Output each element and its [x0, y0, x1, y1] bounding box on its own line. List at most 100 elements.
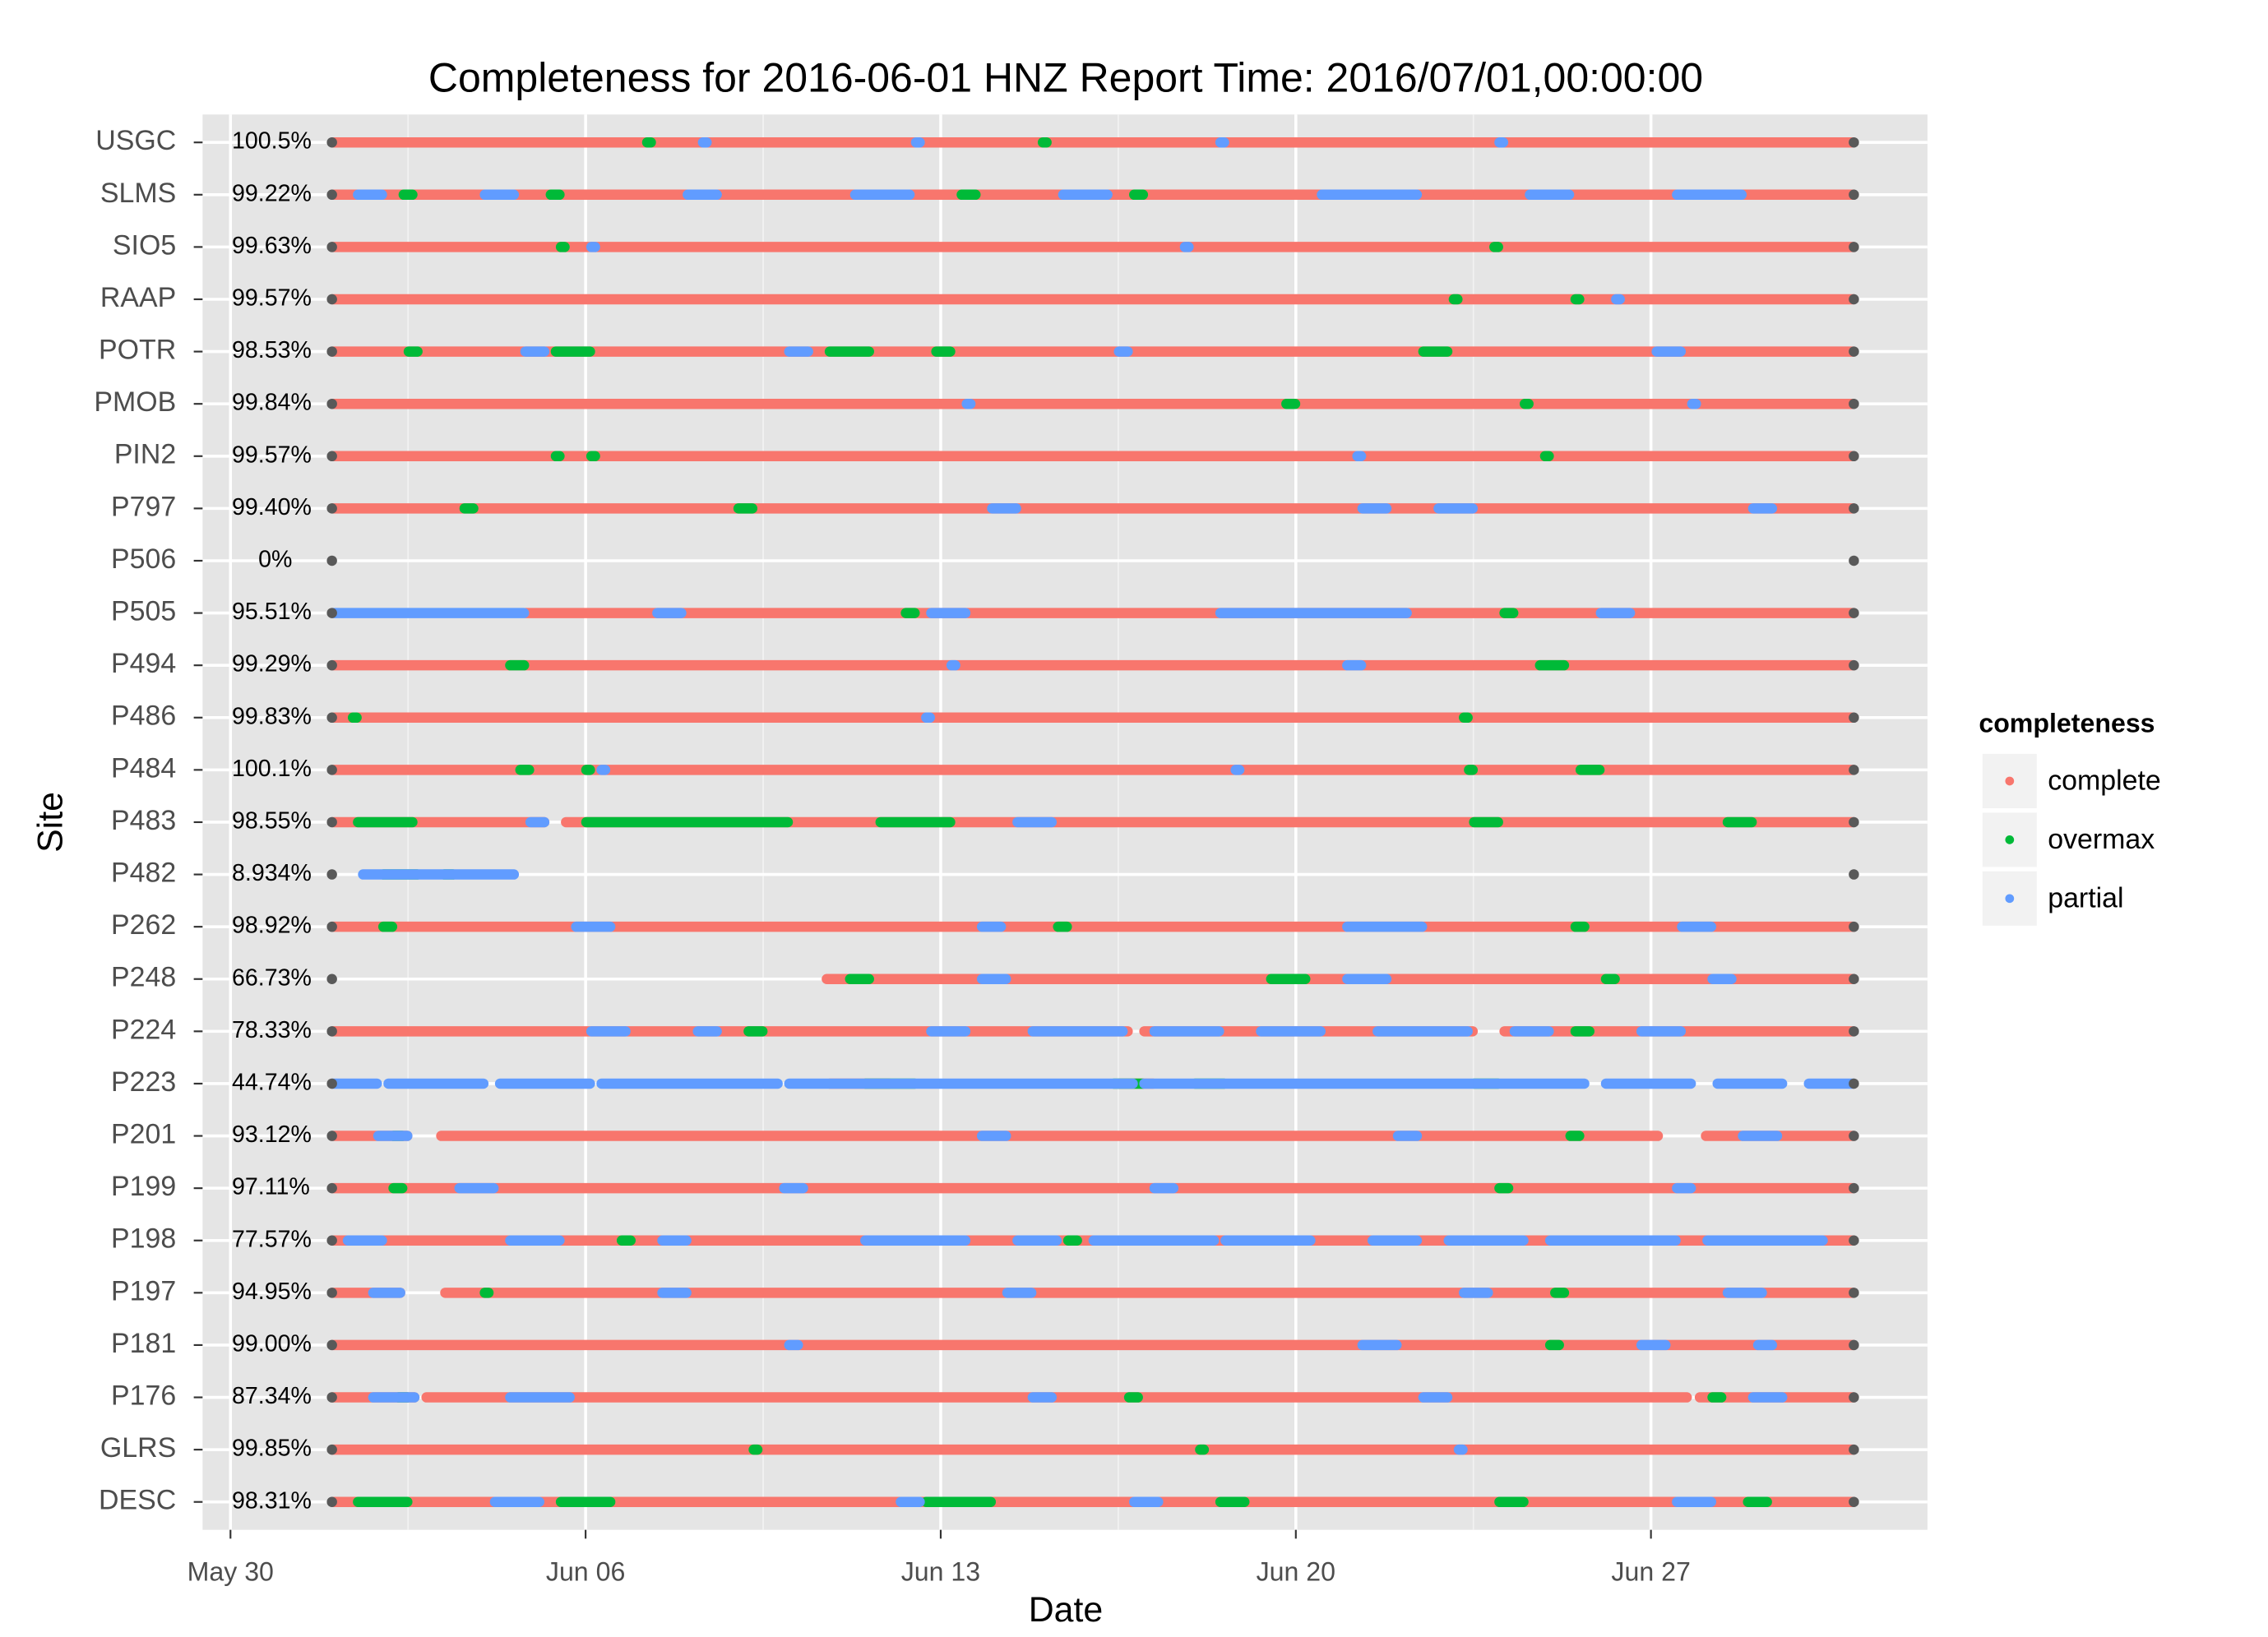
y-tick-label: P506 [111, 543, 176, 575]
legend-swatch [2005, 894, 2015, 904]
segment-partial [657, 1288, 692, 1298]
window-point [326, 398, 337, 409]
labels: May 30 Jun 06 Jun 13 Jun 20 Jun 27 USGC 100.5%… [94, 125, 2160, 1587]
segment-partial [454, 1182, 499, 1194]
segment-partial [784, 1339, 803, 1351]
completeness-label: 44.74% [232, 1069, 312, 1095]
segment-complete [327, 1339, 1858, 1351]
segment-overmax [459, 503, 479, 514]
segment-partial [779, 1182, 808, 1194]
segment-overmax [1544, 1339, 1564, 1351]
window-point [1849, 869, 1859, 880]
segment-complete [327, 921, 1858, 932]
segment-partial [1027, 1026, 1128, 1037]
y-tick-label: P199 [111, 1171, 176, 1202]
segment-overmax [748, 1444, 763, 1455]
segment-partial [1672, 1182, 1696, 1194]
segment-partial [921, 712, 935, 724]
segment-partial [860, 1235, 971, 1246]
y-tick-label: POTR [99, 335, 176, 366]
segment-overmax [1600, 973, 1620, 985]
segment-overmax [403, 346, 423, 357]
segment-complete [327, 451, 1858, 462]
window-point [326, 136, 337, 148]
segment-complete [327, 136, 1858, 148]
segment-overmax [1520, 398, 1534, 409]
window-point [1849, 555, 1859, 566]
segment-overmax [377, 921, 398, 932]
segment-partial [692, 1026, 722, 1037]
y-tick-label: P248 [111, 962, 176, 993]
window-point [1849, 346, 1859, 357]
window-point [326, 346, 337, 357]
segment-overmax [1499, 608, 1519, 618]
completeness-label: 100.5% [232, 128, 312, 155]
segment-partial [525, 816, 550, 828]
window-point [1849, 503, 1859, 514]
y-tick-label: GLRS [100, 1432, 176, 1464]
window-point [326, 973, 337, 985]
segment-partial [1636, 1339, 1671, 1351]
completeness-label: 77.57% [232, 1226, 312, 1252]
x-tick-label: Jun 20 [1257, 1557, 1335, 1587]
completeness-label: 99.83% [232, 703, 312, 729]
segment-partial [1611, 294, 1625, 305]
x-tick-label: Jun 06 [546, 1557, 625, 1587]
legend-label: complete [2048, 765, 2161, 797]
segment-overmax [875, 816, 956, 828]
completeness-label: 99.84% [232, 390, 312, 416]
segment-partial [1712, 1078, 1788, 1089]
completeness-label: 94.95% [232, 1279, 312, 1305]
segment-partial [1707, 973, 1737, 985]
segment-partial [1139, 1078, 1590, 1089]
segment-overmax [921, 1496, 997, 1507]
y-tick-label: PMOB [94, 386, 176, 418]
segment-partial [1215, 608, 1412, 618]
window-point [1849, 921, 1859, 932]
segment-overmax [900, 608, 920, 618]
segment-overmax [586, 451, 600, 462]
completeness-label: 95.51% [232, 599, 312, 625]
segment-overmax [1281, 398, 1301, 409]
segment-overmax [581, 816, 794, 828]
segment-overmax [1570, 294, 1585, 305]
y-tick-label: P198 [111, 1223, 176, 1255]
segment-partial [1672, 189, 1747, 201]
window-point [1849, 398, 1859, 409]
y-tick-label: P176 [111, 1380, 176, 1411]
x-axis-title: Date [1029, 1590, 1103, 1630]
segment-overmax [1448, 294, 1463, 305]
segment-partial [1722, 1288, 1767, 1298]
segment-partial [1342, 973, 1392, 985]
segment-partial [1677, 921, 1717, 932]
segment-overmax [353, 1496, 413, 1507]
segment-partial [1752, 1339, 1778, 1351]
segment-overmax [1469, 816, 1503, 828]
segment-complete [327, 765, 1858, 775]
window-point [326, 1392, 337, 1403]
segment-complete [327, 1182, 1858, 1194]
segment-partial [596, 765, 611, 775]
y-tick-label: P483 [111, 805, 176, 836]
completeness-label: 8.934% [232, 860, 312, 886]
segment-overmax [1539, 451, 1554, 462]
completeness-label: 99.40% [232, 494, 312, 520]
completeness-label: 87.34% [232, 1383, 312, 1409]
legend-title: completeness [1979, 709, 2155, 738]
x-tick-label: May 30 [187, 1557, 274, 1587]
segment-partial [1433, 503, 1479, 514]
segment-partial [1113, 346, 1133, 357]
segment-partial [1342, 921, 1428, 932]
window-point [1849, 973, 1859, 985]
segment-partial [926, 1026, 971, 1037]
segment-overmax [1707, 1392, 1727, 1403]
window-point [1849, 1026, 1859, 1037]
segment-partial [784, 346, 813, 357]
segment-partial [1002, 1288, 1037, 1298]
y-tick-label: SIO5 [113, 229, 176, 261]
segment-partial [1600, 1078, 1696, 1089]
segment-overmax [555, 242, 570, 252]
y-tick-label: P494 [111, 648, 176, 679]
segment-partial [353, 189, 387, 201]
segment-partial [1803, 1078, 1858, 1089]
